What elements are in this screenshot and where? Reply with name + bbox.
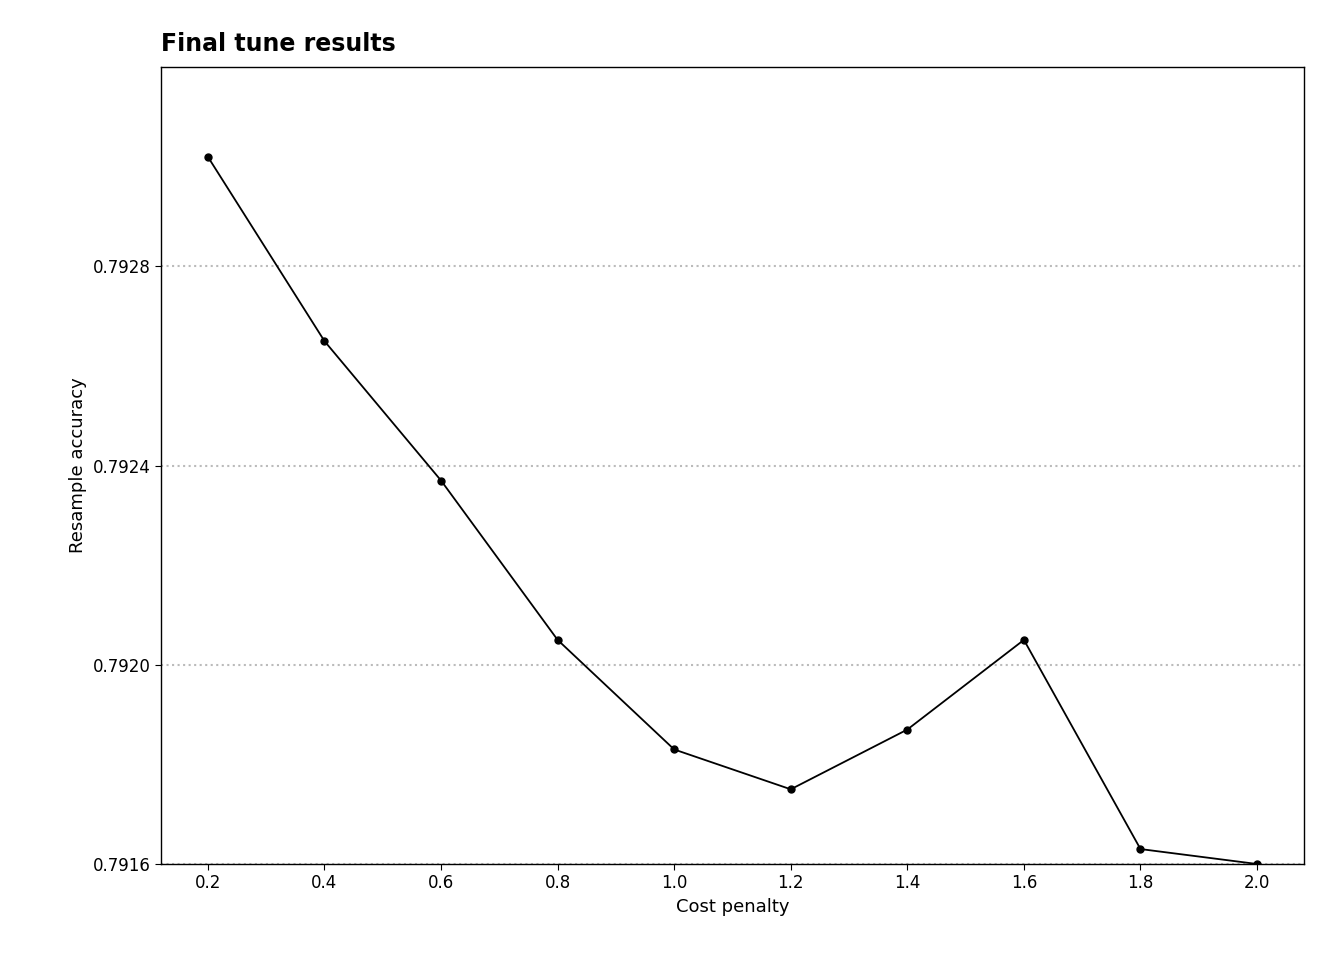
Text: Final tune results: Final tune results (161, 32, 396, 56)
X-axis label: Cost penalty: Cost penalty (676, 898, 789, 916)
Y-axis label: Resample accuracy: Resample accuracy (70, 377, 87, 554)
